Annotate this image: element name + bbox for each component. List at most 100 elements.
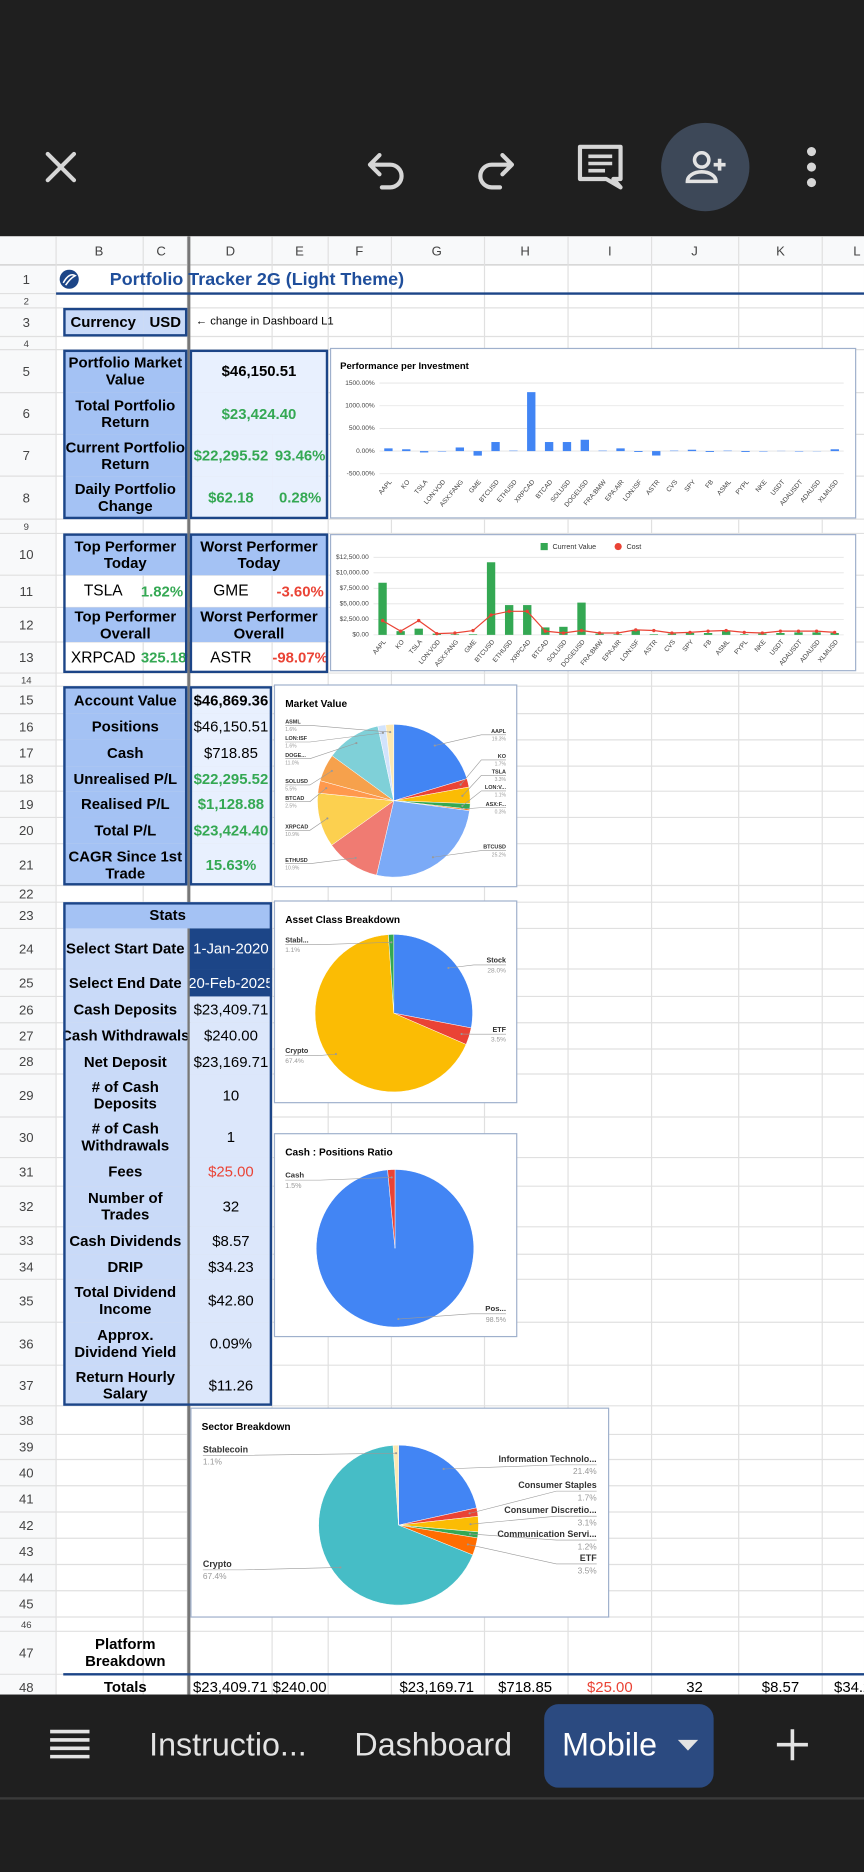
pie-slice — [318, 1445, 474, 1606]
block-border — [63, 349, 188, 520]
y-tick-label: $7,500.00 — [340, 585, 369, 592]
bar — [504, 605, 514, 635]
cell: $23,424.40 — [189, 392, 329, 435]
bar — [414, 628, 423, 635]
leader-dot — [442, 1467, 445, 1471]
slice-label: SOLUSD — [285, 779, 308, 785]
slice-label: LON:ISF — [285, 736, 308, 742]
sheet-tab-active[interactable]: Mobile — [562, 1726, 658, 1763]
line — [382, 610, 835, 635]
leader-dot — [460, 1032, 463, 1036]
bar — [652, 451, 661, 456]
cell: -98.07% — [272, 649, 328, 666]
slice-value-label: 98.5% — [486, 1316, 507, 1324]
bar — [776, 633, 785, 635]
leader-dot — [461, 804, 464, 807]
leader-dot — [469, 1523, 472, 1526]
bar — [740, 634, 749, 635]
active-tab-bg[interactable] — [544, 1704, 714, 1788]
pie-slice — [388, 934, 395, 1014]
column-header: I — [608, 243, 612, 258]
row-number: 19 — [19, 797, 34, 812]
block-border — [189, 349, 329, 520]
slice-value-label: 1.5% — [285, 1182, 302, 1190]
cell: Current Portfolio Return — [63, 434, 188, 477]
sheet-canvas: B C D E F G H I J K L 1 2 3 4 5 6 7 8 9 10 11 12 13 14 15 16 17 18 19… — [0, 236, 864, 1695]
cell: $8.57 — [189, 1226, 273, 1255]
y-tick-label: $0.00 — [352, 632, 369, 639]
leader-dot — [339, 1566, 342, 1569]
x-tick-label: KO — [400, 479, 411, 491]
cell: Cash Withdrawals — [63, 1022, 188, 1049]
cell: Positions — [63, 713, 188, 740]
add-sheet-button[interactable] — [776, 1729, 808, 1761]
cell: Account Value — [63, 686, 188, 714]
cell: $240.00 — [272, 1679, 327, 1695]
bar — [468, 634, 478, 635]
slice-value-label: 25.2% — [492, 852, 507, 858]
slice-value-label: 10.9% — [285, 865, 300, 871]
bar — [687, 449, 697, 452]
row-number: 2 — [24, 296, 29, 307]
pie-slice — [398, 1444, 477, 1526]
bar — [631, 629, 640, 635]
row-number: 9 — [24, 522, 29, 533]
leader-dot — [325, 787, 328, 790]
leader-dot — [447, 966, 450, 970]
share-button[interactable] — [661, 122, 750, 212]
leader-dot — [395, 1452, 398, 1455]
redo-button[interactable] — [478, 153, 515, 190]
leader-dot — [330, 769, 333, 773]
legend-label: Cost — [627, 543, 642, 551]
bar — [419, 451, 429, 453]
leader-line — [462, 775, 506, 797]
leader-line — [398, 1313, 506, 1320]
leader-dot — [461, 794, 464, 797]
close-button[interactable] — [45, 151, 77, 183]
leader-dot — [466, 1543, 469, 1546]
undo-button[interactable] — [367, 153, 404, 190]
cell: Top Performer Today — [63, 533, 188, 576]
bar — [559, 626, 568, 635]
line-point — [796, 629, 801, 633]
bar — [703, 633, 713, 635]
block-border — [63, 902, 273, 1406]
comment-button[interactable] — [577, 144, 623, 190]
pie-slice — [393, 724, 468, 802]
cell: Select Start Date — [63, 928, 188, 970]
all-sheets-button[interactable] — [50, 1729, 90, 1759]
row-number: 14 — [21, 675, 32, 686]
line-point — [724, 628, 728, 633]
cell: Stats — [63, 902, 273, 929]
line-point — [453, 631, 457, 635]
slice-value-label: 1.6% — [285, 744, 297, 750]
row-number: 1 — [23, 272, 30, 287]
bar — [812, 632, 821, 635]
leader-line — [460, 759, 506, 785]
line-point — [417, 618, 421, 623]
leader-dot — [381, 731, 385, 734]
more-button[interactable] — [806, 147, 817, 188]
bar — [384, 448, 393, 452]
cell: $1,128.88 — [189, 791, 273, 818]
cell: Top Performer Overall — [63, 607, 188, 643]
bar — [721, 631, 731, 635]
cell: $718.85 — [189, 739, 273, 767]
bar — [649, 634, 659, 635]
y-tick-label: $5,000.00 — [340, 601, 369, 608]
tab-menu-arrow[interactable] — [677, 1739, 699, 1751]
slice-value-label: 1.1% — [203, 1457, 223, 1467]
sheet-tab[interactable]: Dashboard — [354, 1726, 513, 1763]
row-number: 11 — [19, 584, 33, 599]
line-point — [615, 631, 620, 635]
column-header: L — [853, 243, 860, 258]
cell: Currency — [63, 307, 144, 337]
cell: $46,150.51 — [189, 713, 273, 740]
chart-title: Asset Class Breakdown — [285, 915, 400, 926]
sheet-tab[interactable]: Instructio... — [149, 1726, 307, 1763]
line-point — [706, 629, 710, 633]
chart-frame — [329, 347, 857, 519]
row-number: 26 — [19, 1002, 34, 1017]
slice-value-label: 3.5% — [578, 1565, 598, 1575]
bar — [616, 448, 625, 452]
